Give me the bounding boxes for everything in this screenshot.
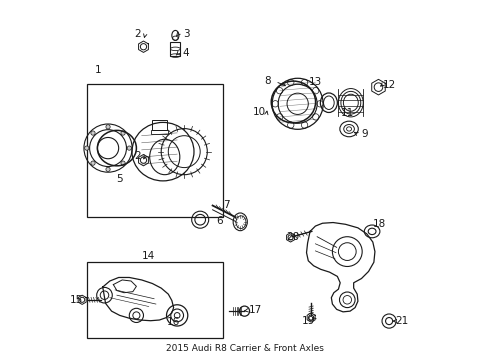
Text: 1: 1	[95, 65, 102, 75]
Text: 4: 4	[183, 48, 189, 58]
Bar	[150, 130, 168, 134]
Circle shape	[91, 131, 95, 135]
Bar	[86, 84, 223, 217]
Text: 2015 Audi R8 Carrier & Front Axles: 2015 Audi R8 Carrier & Front Axles	[165, 344, 323, 353]
Circle shape	[91, 161, 95, 165]
Text: 11: 11	[340, 108, 353, 118]
Text: 5: 5	[116, 174, 123, 184]
Text: 20: 20	[286, 233, 299, 242]
Bar	[86, 261, 223, 338]
Circle shape	[106, 125, 110, 129]
Circle shape	[106, 167, 110, 171]
Text: 9: 9	[361, 129, 367, 139]
Text: 2: 2	[134, 151, 141, 161]
Text: 19: 19	[301, 316, 314, 326]
Circle shape	[84, 146, 89, 150]
Bar	[170, 42, 180, 55]
Text: 8: 8	[264, 76, 270, 86]
Text: 14: 14	[141, 251, 154, 261]
Text: 13: 13	[308, 77, 322, 87]
Circle shape	[127, 146, 131, 150]
Text: 2: 2	[134, 29, 141, 39]
Bar	[152, 121, 166, 130]
Circle shape	[121, 131, 125, 135]
Circle shape	[121, 161, 125, 165]
Text: 12: 12	[383, 80, 396, 90]
Text: 18: 18	[372, 219, 386, 229]
Text: 7: 7	[223, 200, 229, 210]
Text: 21: 21	[395, 316, 408, 326]
Text: 17: 17	[248, 305, 261, 315]
Text: 10: 10	[252, 107, 265, 117]
Text: 16: 16	[166, 318, 180, 328]
Text: 15: 15	[69, 295, 82, 305]
Text: 3: 3	[183, 29, 189, 39]
Text: 6: 6	[216, 216, 223, 226]
